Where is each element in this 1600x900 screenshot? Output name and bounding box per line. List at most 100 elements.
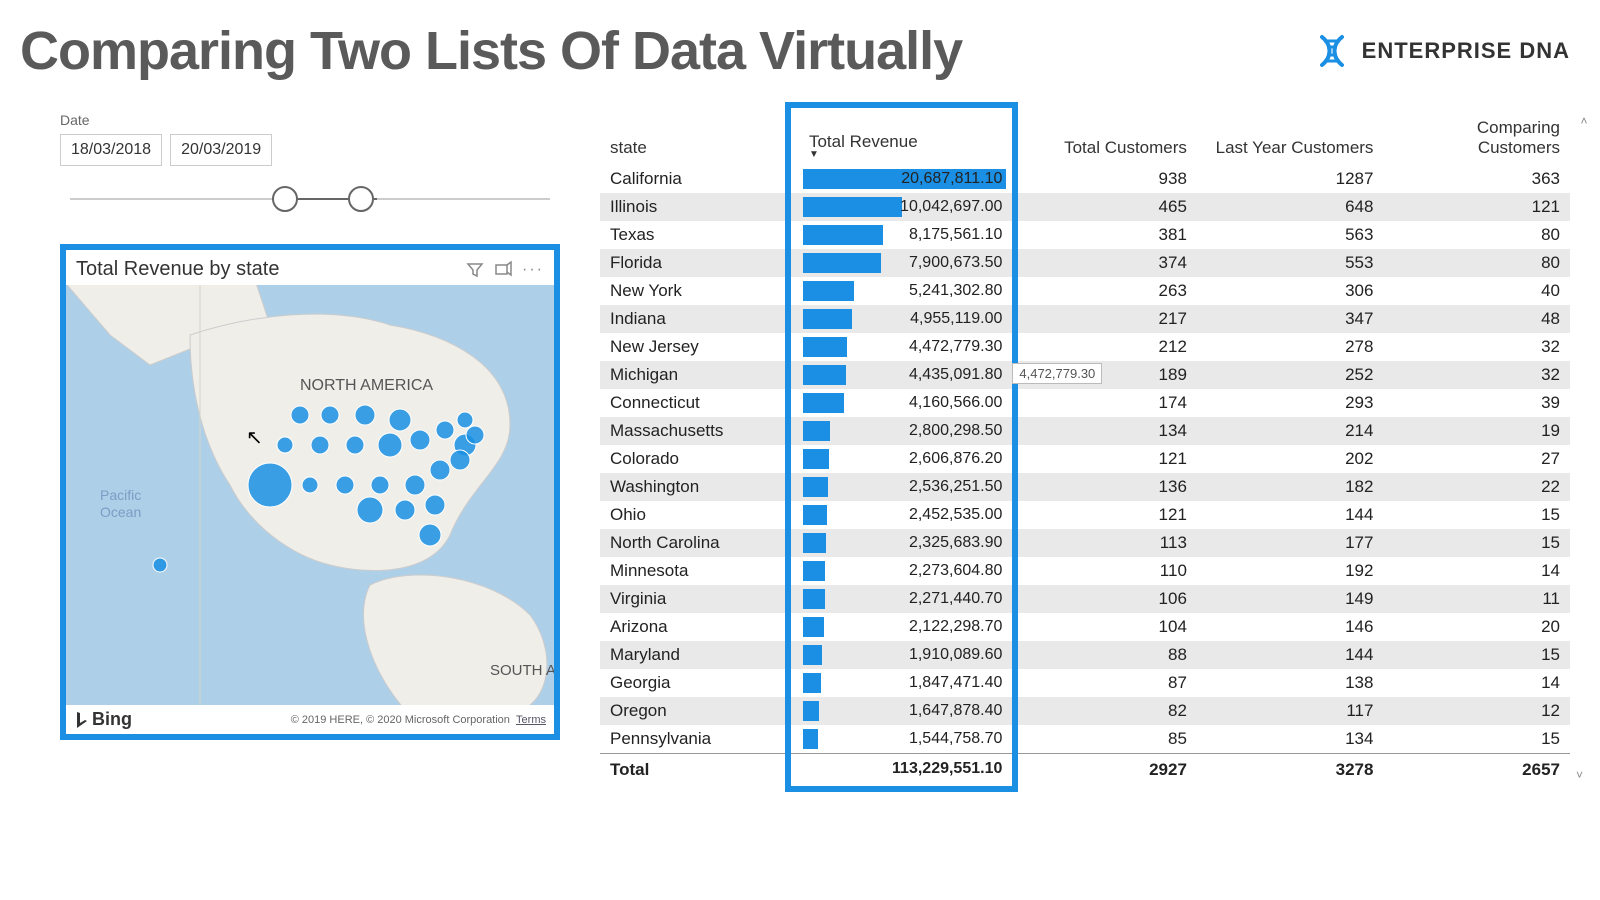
cell-ly: 138 bbox=[1197, 669, 1384, 697]
map-bubble[interactable] bbox=[277, 437, 293, 453]
cell-cc: 15 bbox=[1383, 725, 1570, 754]
cell-revenue: 4,955,119.00 bbox=[799, 305, 1010, 333]
map-bubble[interactable] bbox=[430, 460, 450, 480]
col-revenue[interactable]: Total Revenue ▼ bbox=[799, 112, 1010, 165]
terms-link[interactable]: Terms bbox=[516, 714, 546, 726]
table-row[interactable]: Connecticut4,160,566.0017429339 bbox=[600, 389, 1570, 417]
cell-tc: 374 bbox=[1010, 249, 1197, 277]
cell-tc: 113 bbox=[1010, 529, 1197, 557]
table-row[interactable]: Georgia1,847,471.408713814 bbox=[600, 669, 1570, 697]
table-row[interactable]: Minnesota2,273,604.8011019214 bbox=[600, 557, 1570, 585]
cell-revenue: 2,271,440.70 bbox=[799, 585, 1010, 613]
focus-icon[interactable] bbox=[494, 261, 512, 279]
page-title: Comparing Two Lists Of Data Virtually bbox=[20, 20, 962, 82]
cell-state: Massachusetts bbox=[600, 417, 799, 445]
map-bubble[interactable] bbox=[302, 477, 318, 493]
map-bubble[interactable] bbox=[389, 409, 411, 431]
table-row[interactable]: Washington2,536,251.5013618222 bbox=[600, 473, 1570, 501]
cell-cc: 14 bbox=[1383, 669, 1570, 697]
map-bubble[interactable] bbox=[336, 476, 354, 494]
total-revenue: 113,229,551.10 bbox=[892, 757, 1002, 781]
more-icon[interactable]: ··· bbox=[522, 261, 544, 279]
map-bubble[interactable] bbox=[436, 421, 454, 439]
cell-cc: 19 bbox=[1383, 417, 1570, 445]
table-row[interactable]: Maryland1,910,089.608814415 bbox=[600, 641, 1570, 669]
map-bubble[interactable] bbox=[425, 495, 445, 515]
table-row[interactable]: Ohio2,452,535.0012114415 bbox=[600, 501, 1570, 529]
cell-state: California bbox=[600, 165, 799, 194]
cell-ly: 146 bbox=[1197, 613, 1384, 641]
filter-icon[interactable] bbox=[466, 261, 484, 279]
col-comparing[interactable]: Comparing Customers bbox=[1383, 112, 1570, 165]
cell-ly: 648 bbox=[1197, 193, 1384, 221]
cell-state: Pennsylvania bbox=[600, 725, 799, 754]
map-bubble[interactable] bbox=[153, 558, 167, 572]
slider-handle-end[interactable] bbox=[348, 186, 374, 212]
total-cc: 2657 bbox=[1383, 754, 1570, 785]
map-bubble[interactable] bbox=[395, 500, 415, 520]
cell-tc: 465 bbox=[1010, 193, 1197, 221]
table-row[interactable]: New York5,241,302.8026330640 bbox=[600, 277, 1570, 305]
cell-tc: 121 bbox=[1010, 445, 1197, 473]
map-bubble[interactable] bbox=[355, 405, 375, 425]
slider-handle-start[interactable] bbox=[272, 186, 298, 212]
table-row[interactable]: Florida7,900,673.5037455380 bbox=[600, 249, 1570, 277]
map-bubble[interactable] bbox=[378, 433, 402, 457]
table-row[interactable]: Virginia2,271,440.7010614911 bbox=[600, 585, 1570, 613]
col-total-customers[interactable]: Total Customers bbox=[1010, 112, 1197, 165]
map-bubble[interactable] bbox=[419, 524, 441, 546]
table-row[interactable]: Texas8,175,561.1038156380 bbox=[600, 221, 1570, 249]
revenue-table[interactable]: state Total Revenue ▼ Total Customers La… bbox=[600, 112, 1570, 784]
map-bubble[interactable] bbox=[346, 436, 364, 454]
map-visual[interactable]: Total Revenue by state ··· NORTH AMERICA bbox=[60, 244, 560, 740]
scroll-up-icon[interactable]: ˄ bbox=[1576, 114, 1592, 128]
table-row[interactable]: Illinois10,042,697.00465648121 bbox=[600, 193, 1570, 221]
cell-ly: 214 bbox=[1197, 417, 1384, 445]
map-canvas[interactable]: NORTH AMERICA SOUTH A Pacific Ocean bbox=[66, 285, 554, 705]
table-row[interactable]: New Jersey4,472,779.3021227832 bbox=[600, 333, 1570, 361]
col-last-year[interactable]: Last Year Customers bbox=[1197, 112, 1384, 165]
cell-ly: 293 bbox=[1197, 389, 1384, 417]
cell-tc: 110 bbox=[1010, 557, 1197, 585]
map-bubble[interactable] bbox=[457, 412, 473, 428]
table-row[interactable]: Pennsylvania1,544,758.708513415 bbox=[600, 725, 1570, 754]
map-bubble[interactable] bbox=[357, 497, 383, 523]
cell-revenue: 4,435,091.80 bbox=[799, 361, 1010, 389]
cell-tc: 82 bbox=[1010, 697, 1197, 725]
table-row[interactable]: Massachusetts2,800,298.5013421419 bbox=[600, 417, 1570, 445]
map-bubble[interactable] bbox=[371, 476, 389, 494]
cell-cc: 15 bbox=[1383, 529, 1570, 557]
cell-state: Illinois bbox=[600, 193, 799, 221]
map-bubble[interactable] bbox=[466, 426, 484, 444]
cell-ly: 177 bbox=[1197, 529, 1384, 557]
map-bubble[interactable] bbox=[405, 475, 425, 495]
cell-revenue: 2,452,535.00 bbox=[799, 501, 1010, 529]
map-bubble[interactable] bbox=[248, 463, 292, 507]
cell-tc: 136 bbox=[1010, 473, 1197, 501]
map-bubble[interactable] bbox=[410, 430, 430, 450]
cell-ly: 1287 bbox=[1197, 165, 1384, 194]
table-row[interactable]: California20,687,811.109381287363 bbox=[600, 165, 1570, 194]
map-bubble[interactable] bbox=[291, 406, 309, 424]
cell-revenue: 20,687,811.10 bbox=[799, 165, 1010, 194]
table-row[interactable]: North Carolina2,325,683.9011317715 bbox=[600, 529, 1570, 557]
col-state[interactable]: state bbox=[600, 112, 799, 165]
cell-state: New York bbox=[600, 277, 799, 305]
cursor-icon: ↖ bbox=[246, 425, 263, 450]
map-bubble[interactable] bbox=[450, 450, 470, 470]
date-start-input[interactable]: 18/03/2018 bbox=[60, 134, 162, 166]
cell-ly: 134 bbox=[1197, 725, 1384, 754]
cell-tc: 85 bbox=[1010, 725, 1197, 754]
table-scrollbar[interactable]: ˄ ˅ bbox=[1576, 114, 1592, 782]
map-bubble[interactable] bbox=[311, 436, 329, 454]
date-slider[interactable] bbox=[60, 184, 560, 214]
scroll-down-icon[interactable]: ˅ bbox=[1576, 768, 1583, 782]
cell-cc: 40 bbox=[1383, 277, 1570, 305]
table-row[interactable]: Indiana4,955,119.0021734748 bbox=[600, 305, 1570, 333]
map-bubble[interactable] bbox=[321, 406, 339, 424]
table-row[interactable]: Colorado2,606,876.2012120227 bbox=[600, 445, 1570, 473]
table-row[interactable]: Arizona2,122,298.7010414620 bbox=[600, 613, 1570, 641]
table-row[interactable]: Oregon1,647,878.408211712 bbox=[600, 697, 1570, 725]
bing-logo: Bing bbox=[74, 709, 132, 730]
date-end-input[interactable]: 20/03/2019 bbox=[170, 134, 272, 166]
